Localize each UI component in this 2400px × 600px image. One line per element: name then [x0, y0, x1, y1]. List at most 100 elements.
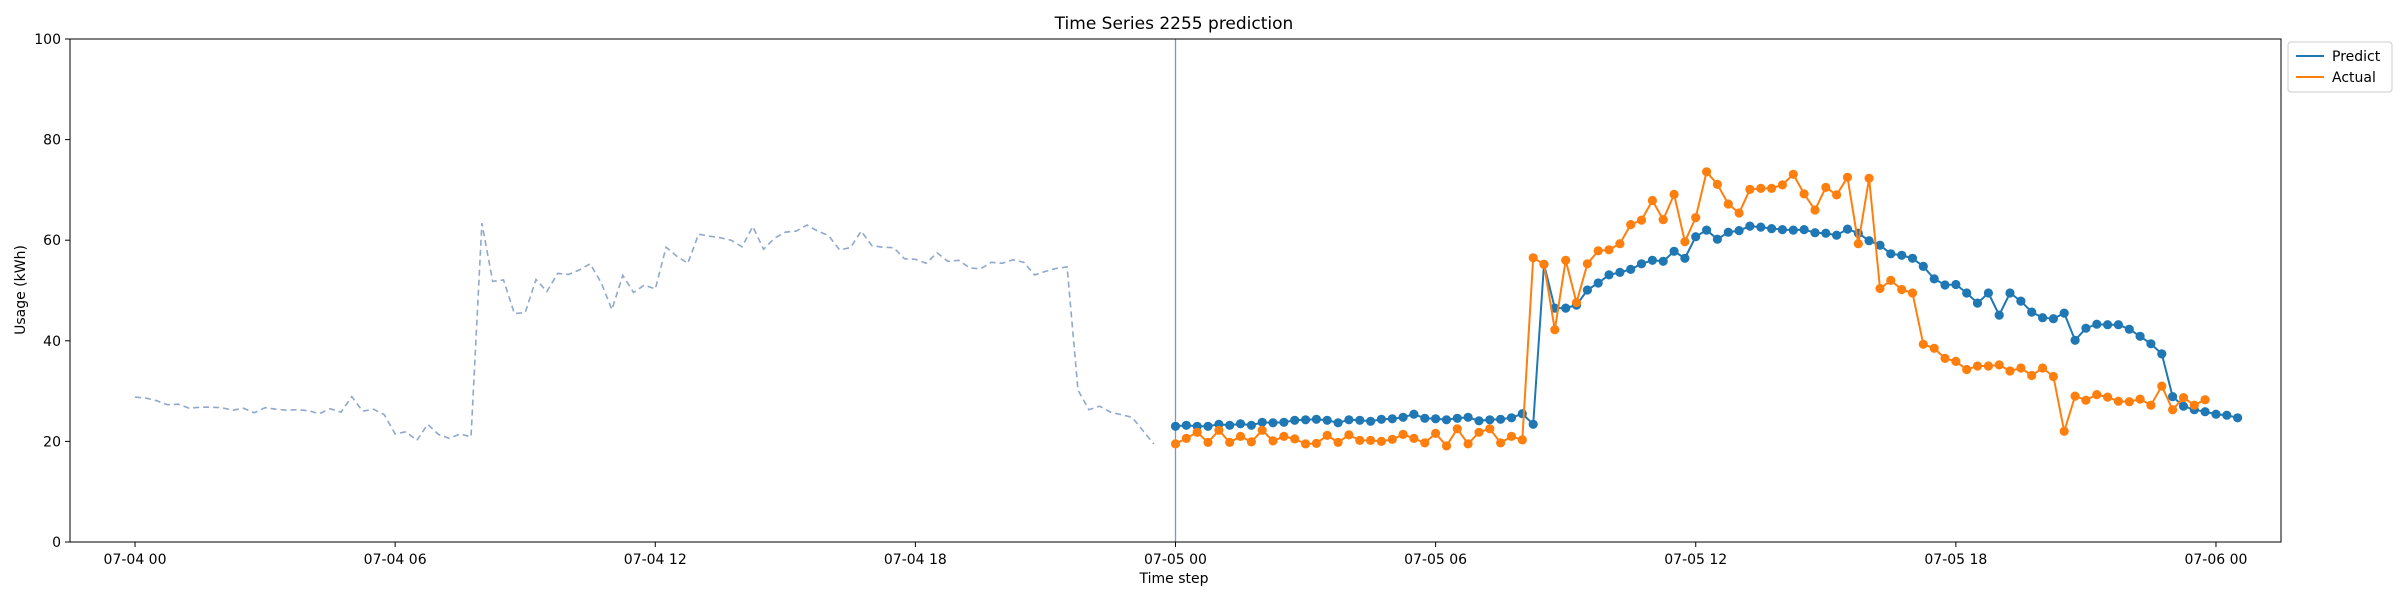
- predict-point: [1636, 259, 1647, 269]
- actual-point: [1983, 361, 1993, 371]
- x-tick-label: 07-04 18: [884, 552, 947, 568]
- predict-point: [1907, 253, 1918, 263]
- actual-point: [1311, 438, 1321, 448]
- predict-point: [1225, 420, 1235, 430]
- y-tick-label: 80: [43, 133, 61, 149]
- actual-point: [1539, 259, 1549, 269]
- legend: Predict Actual: [2287, 41, 2393, 93]
- predict-point: [1712, 234, 1722, 244]
- actual-point: [1907, 288, 1918, 298]
- actual-point: [1604, 245, 1614, 255]
- actual-point: [2113, 396, 2123, 406]
- predict-point: [1962, 288, 1972, 298]
- actual-point: [2005, 366, 2015, 376]
- actual-point: [1398, 429, 1408, 439]
- predict-point: [2178, 401, 2189, 411]
- predict-point: [1290, 415, 1300, 425]
- actual-point: [1366, 435, 1376, 445]
- predict-point: [1376, 414, 1386, 424]
- predict-point: [1355, 415, 1365, 425]
- y-axis-label: Usage (kWh): [13, 245, 29, 335]
- actual-point: [1929, 343, 1939, 353]
- actual-point: [1669, 189, 1679, 199]
- predict-point: [1452, 413, 1462, 423]
- actual-point: [1496, 438, 1506, 448]
- y-tick-label: 40: [43, 334, 61, 350]
- actual-point: [2146, 400, 2156, 410]
- actual-point: [2189, 400, 2199, 410]
- actual-point: [1376, 436, 1386, 446]
- predict-point: [2146, 339, 2156, 349]
- predict-point: [2005, 288, 2015, 298]
- actual-point: [1864, 173, 1874, 183]
- x-tick-label: 07-05 18: [1924, 552, 1987, 568]
- x-tick-label: 07-04 00: [104, 552, 167, 568]
- legend-label-predict: Predict: [2332, 49, 2381, 65]
- actual-point: [1658, 215, 1668, 225]
- history-line: [134, 222, 1155, 445]
- actual-point: [1279, 431, 1289, 441]
- predict-point: [1333, 418, 1343, 428]
- predict-point: [1972, 298, 1983, 308]
- predict-point: [1897, 250, 1907, 260]
- actual-point: [1972, 361, 1983, 371]
- actual-point: [1301, 439, 1311, 449]
- x-tick-label: 07-04 12: [624, 552, 687, 568]
- predict-point: [1311, 414, 1321, 424]
- x-tick-label: 07-05 00: [1144, 552, 1207, 568]
- actual-point: [1290, 434, 1300, 444]
- predict-point: [1517, 409, 1527, 419]
- predict-point: [1842, 224, 1853, 234]
- actual-point: [1756, 183, 1766, 193]
- actual-point: [1875, 283, 1885, 294]
- predict-point: [1420, 413, 1430, 423]
- predict-point: [1496, 414, 1506, 424]
- predict-point: [1409, 409, 1419, 419]
- actual-point: [1409, 433, 1419, 443]
- actual-point: [1181, 433, 1191, 443]
- actual-point: [1918, 339, 1928, 349]
- actual-point: [1940, 353, 1950, 363]
- actual-point: [1723, 199, 1733, 209]
- actual-point: [1268, 436, 1278, 446]
- actual-point: [1647, 195, 1657, 206]
- actual-point: [1582, 259, 1592, 269]
- actual-point: [1962, 364, 1972, 375]
- predict-point: [2233, 413, 2243, 423]
- actual-point: [1734, 208, 1744, 218]
- actual-point: [1777, 180, 1787, 190]
- actual-point: [1810, 205, 1820, 215]
- actual-point: [1485, 424, 1495, 434]
- actual-point: [2038, 363, 2048, 373]
- predict-point: [1170, 421, 1181, 431]
- predict-point: [1257, 417, 1267, 427]
- actual-point: [2157, 381, 2167, 391]
- y-tick-label: 60: [43, 233, 61, 249]
- predict-point: [1832, 230, 1842, 240]
- predict-point: [2059, 308, 2069, 318]
- predict-point: [2092, 319, 2102, 329]
- actual-point: [2200, 395, 2210, 405]
- actual-point: [1561, 255, 1571, 265]
- actual-point: [1767, 183, 1777, 193]
- predict-point: [1745, 221, 1755, 231]
- y-tick-label: 0: [52, 535, 61, 551]
- predict-point: [1279, 417, 1289, 427]
- actual-point: [2027, 370, 2037, 381]
- actual-point: [1170, 439, 1181, 449]
- x-tick-label: 07-05 06: [1404, 552, 1467, 568]
- predict-point: [1344, 415, 1354, 425]
- predict-point: [2124, 324, 2134, 334]
- predict-point: [1506, 413, 1517, 423]
- predict-point: [2103, 320, 2113, 330]
- actual-point: [1474, 427, 1484, 437]
- actual-point: [1994, 360, 2004, 370]
- plot-area: [134, 39, 2243, 542]
- actual-point: [2135, 394, 2145, 404]
- predict-point: [1647, 255, 1657, 265]
- predict-point: [1485, 415, 1495, 425]
- predict-point: [1398, 412, 1408, 422]
- predict-point: [1615, 267, 1625, 277]
- actual-point: [1897, 284, 1907, 295]
